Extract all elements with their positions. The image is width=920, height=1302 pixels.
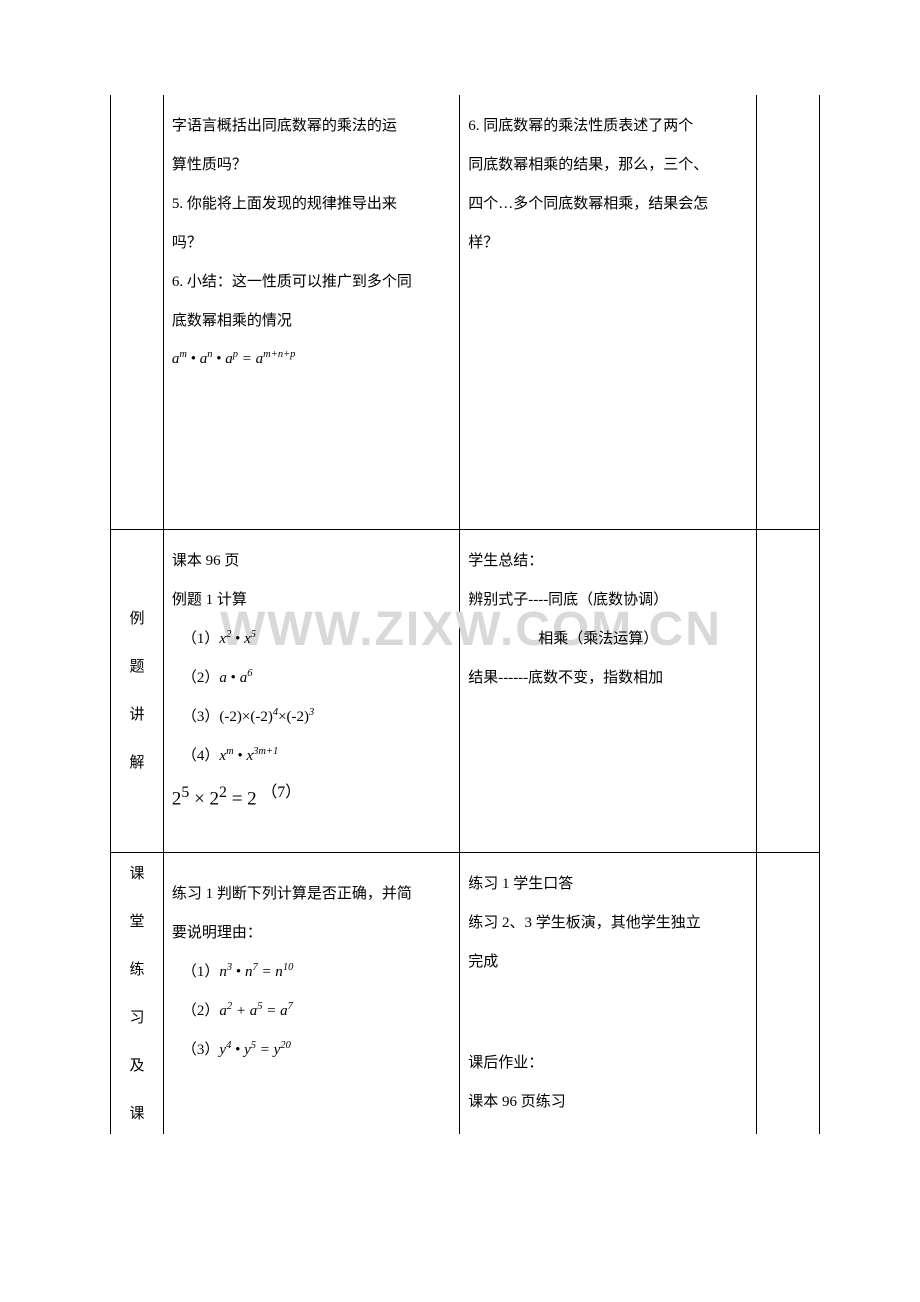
- row2-teacher-cell: 课本 96 页 例题 1 计算 （1）x2 • x5 （2）a • a6 （3）…: [163, 530, 459, 853]
- r1c2-l1: 算性质吗？: [172, 146, 451, 185]
- r3c3-l0: 练习 1 学生口答: [468, 865, 747, 904]
- r1c3-l0: 6. 同底数幂的乘法性质表述了两个: [468, 107, 747, 146]
- r3c2-i1: （2）a2 + a5 = a7: [172, 992, 451, 1031]
- r2c2-bigeq: 25 × 22 = 2 （7）: [172, 776, 451, 820]
- r3c2-l0: 练习 1 判断下列计算是否正确，并简: [172, 875, 451, 914]
- r3label-0: 课: [129, 856, 144, 892]
- r3c2-i0: （1）n3 • n7 = n10: [172, 953, 451, 992]
- row3-student-cell: 练习 1 学生口答 练习 2、3 学生板演，其他学生独立 完成 课后作业： 课本…: [460, 853, 756, 1135]
- r2c3-l0: 学生总结：: [468, 542, 747, 581]
- r2c3-l1: 辨别式子----同底（底数协调）: [468, 581, 747, 620]
- r3label-1: 堂: [129, 904, 144, 940]
- r2label-1: 题: [129, 649, 144, 685]
- r2c3-l2: 相乘（乘法运算）: [468, 620, 747, 659]
- row2-label-cell: 例 题 讲 解: [111, 530, 164, 853]
- r1c3-l1: 同底数幂相乘的结果，那么，三个、: [468, 146, 747, 185]
- row1-notes-cell: [756, 95, 820, 530]
- r1c2-l4: 6. 小结：这一性质可以推广到多个同: [172, 263, 451, 302]
- r3label-5: 课: [129, 1096, 144, 1132]
- r1c3-l2: 四个…多个同底数幂相乘，结果会怎: [468, 185, 747, 224]
- r3label-3: 习: [129, 1000, 144, 1036]
- r1c2-l5: 底数幂相乘的情况: [172, 302, 451, 341]
- r2label-3: 解: [129, 745, 144, 781]
- row2-student-cell: 学生总结： 辨别式子----同底（底数协调） 相乘（乘法运算） 结果------…: [460, 530, 756, 853]
- r2c2-l1: 例题 1 计算: [172, 581, 451, 620]
- r3label-2: 练: [129, 952, 144, 988]
- r1c2-l3: 吗？: [172, 224, 451, 263]
- row3-label-cell: 课 堂 练 习 及 课: [111, 853, 164, 1135]
- r2c3-l3: 结果------底数不变，指数相加: [468, 659, 747, 698]
- lesson-plan-table: 字语言概括出同底数幂的乘法的运 算性质吗？ 5. 你能将上面发现的规律推导出来 …: [110, 95, 820, 1134]
- r2c2-i1: （2）a • a6: [172, 659, 451, 698]
- r1c2-formula: am • an • ap = am+n+p: [172, 341, 451, 377]
- r1c2-l0: 字语言概括出同底数幂的乘法的运: [172, 107, 451, 146]
- r2label-2: 讲: [129, 697, 144, 733]
- r3c2-l1: 要说明理由：: [172, 914, 451, 953]
- r1c2-l2: 5. 你能将上面发现的规律推导出来: [172, 185, 451, 224]
- r2c2-i2: （3）(-2)×(-2)4×(-2)3: [172, 698, 451, 737]
- r2c2-i3: （4）xm • x3m+1: [172, 737, 451, 776]
- r1c3-l3: 样？: [468, 224, 747, 263]
- row1-teacher-cell: 字语言概括出同底数幂的乘法的运 算性质吗？ 5. 你能将上面发现的规律推导出来 …: [163, 95, 459, 530]
- r3label-4: 及: [129, 1048, 144, 1084]
- r2label-0: 例: [129, 601, 144, 637]
- r2c2-i0: （1）x2 • x5: [172, 620, 451, 659]
- row1-student-cell: 6. 同底数幂的乘法性质表述了两个 同底数幂相乘的结果，那么，三个、 四个…多个…: [460, 95, 756, 530]
- r3c3-l2: 完成: [468, 943, 747, 982]
- r3c3-g1: 课本 96 页练习: [468, 1083, 747, 1122]
- r2c2-l0: 课本 96 页: [172, 542, 451, 581]
- row2-notes-cell: [756, 530, 820, 853]
- row3-teacher-cell: 练习 1 判断下列计算是否正确，并简 要说明理由： （1）n3 • n7 = n…: [163, 853, 459, 1135]
- row3-notes-cell: [756, 853, 820, 1135]
- r3c2-i2: （3）y4 • y5 = y20: [172, 1031, 451, 1070]
- r3c3-l1: 练习 2、3 学生板演，其他学生独立: [468, 904, 747, 943]
- row1-label-cell: [111, 95, 164, 530]
- r3c3-g0: 课后作业：: [468, 1044, 747, 1083]
